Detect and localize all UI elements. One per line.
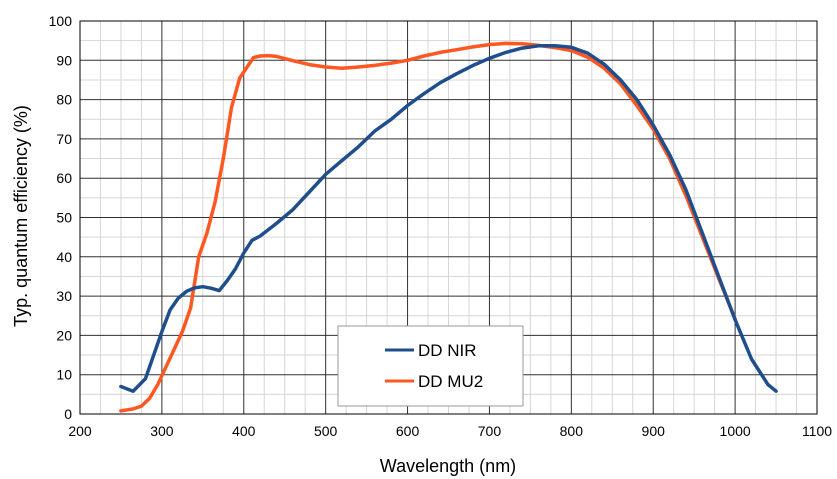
- x-tick-label: 900: [642, 423, 666, 439]
- x-tick-label: 200: [68, 423, 92, 439]
- x-tick-label: 400: [232, 423, 256, 439]
- y-tick-label: 60: [56, 170, 72, 186]
- y-tick-label: 80: [56, 92, 72, 108]
- x-tick-label: 800: [560, 423, 584, 439]
- x-tick-label: 700: [478, 423, 502, 439]
- legend: DD NIR DD MU2: [337, 325, 524, 407]
- y-tick-labels: 0 10 20 30 40 50 60 70 80 90 100: [49, 13, 73, 422]
- series-layer: [119, 41, 778, 413]
- x-tick-label: 300: [150, 423, 174, 439]
- y-axis-title: Typ. quantum efficiency (%): [11, 105, 31, 327]
- x-tick-label: 1100: [802, 423, 832, 439]
- x-tick-labels: 200 300 400 500 600 700 800 900 1000 1100: [68, 423, 832, 439]
- legend-label-dd-mu2: DD MU2: [418, 372, 483, 391]
- series-line-dd-nir: [119, 44, 778, 393]
- y-tick-label: 100: [49, 13, 73, 29]
- y-tick-label: 90: [56, 52, 72, 68]
- x-tick-label: 1000: [720, 423, 751, 439]
- y-tick-label: 50: [56, 210, 72, 226]
- y-tick-label: 30: [56, 288, 72, 304]
- x-tick-label: 600: [396, 423, 420, 439]
- x-tick-label: 500: [314, 423, 338, 439]
- legend-label-dd-nir: DD NIR: [418, 341, 477, 360]
- y-tick-label: 0: [64, 406, 72, 422]
- y-tick-label: 70: [56, 131, 72, 147]
- x-axis-title: Wavelength (nm): [380, 456, 516, 476]
- series-line-dd-mu2: [119, 41, 737, 413]
- y-tick-label: 40: [56, 249, 72, 265]
- y-tick-label: 10: [56, 367, 72, 383]
- legend-box: [337, 325, 524, 407]
- y-tick-label: 20: [56, 327, 72, 343]
- plot-frame: [79, 20, 818, 415]
